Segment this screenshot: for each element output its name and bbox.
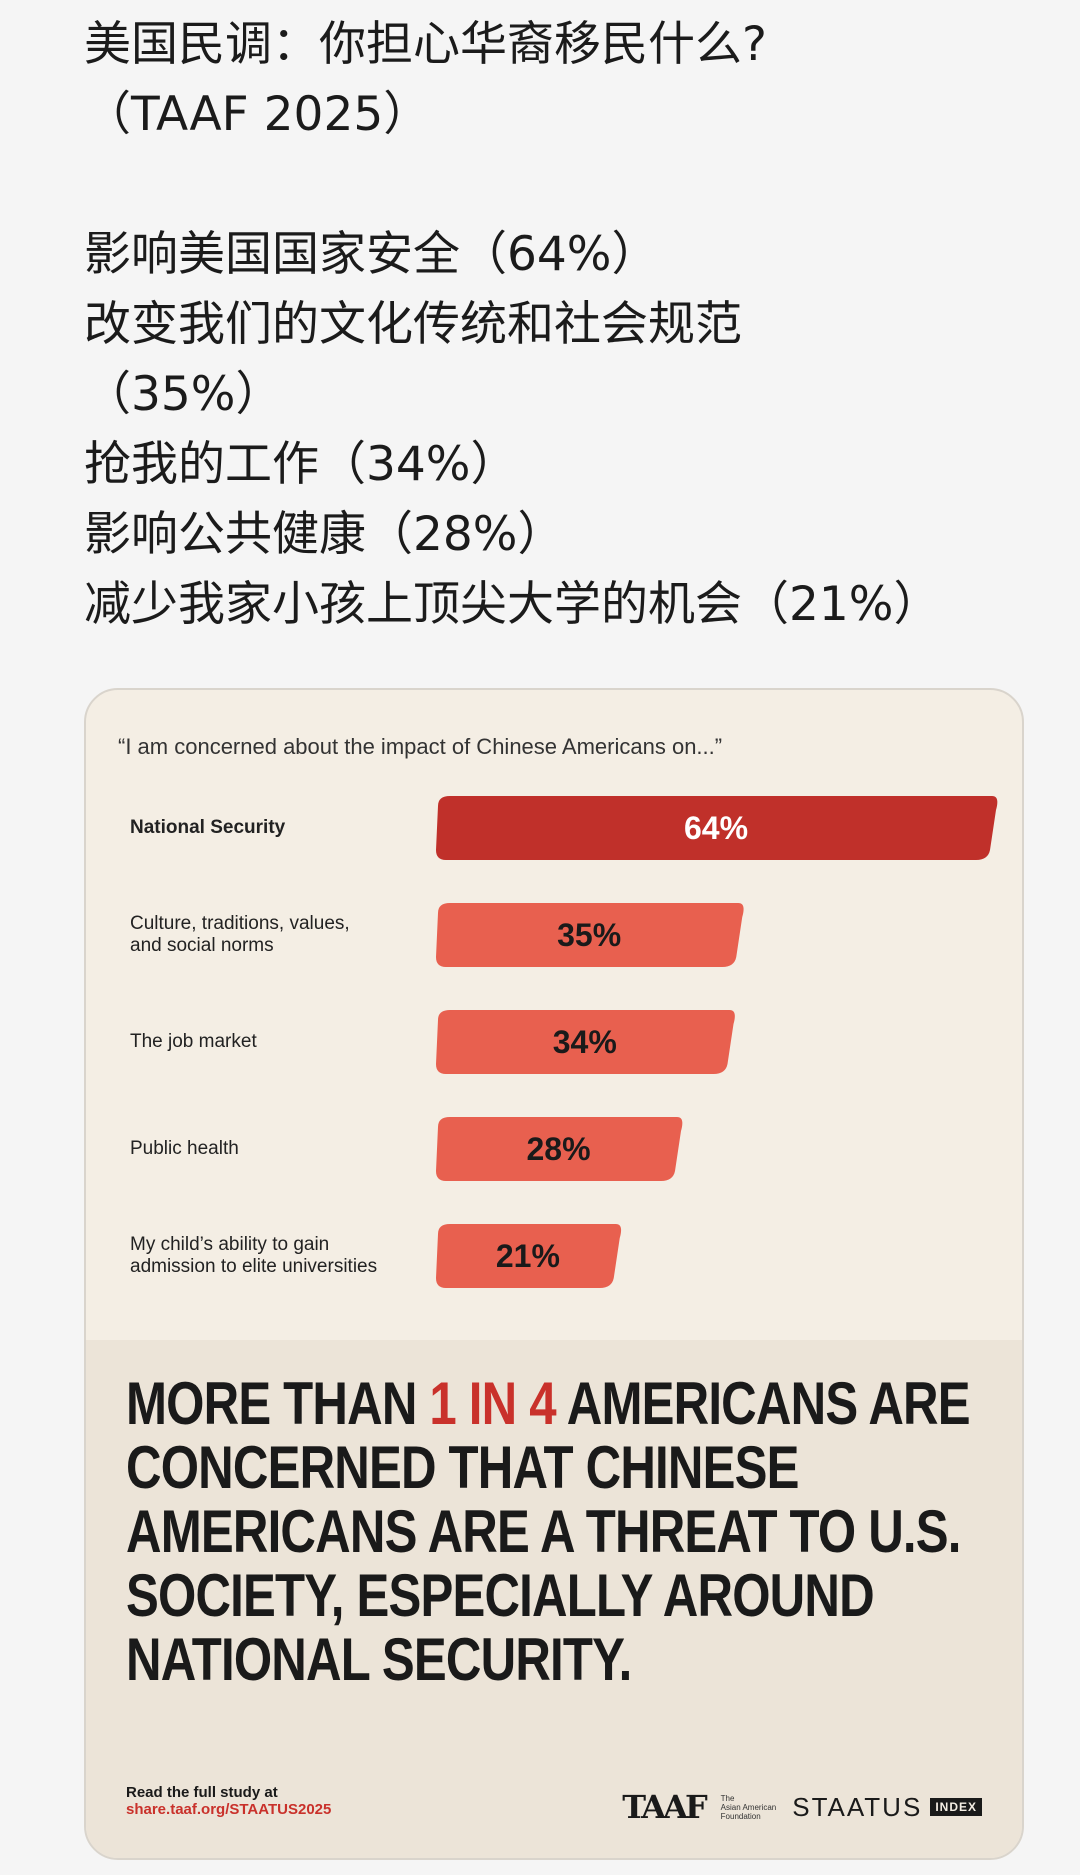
post-line: （TAAF 2025） [84,87,431,142]
post-line: 影响美国国家安全（64%） [84,227,659,282]
bar [436,1224,622,1288]
post-line: 抢我的工作（34%） [84,437,518,492]
post-line: 减少我家小孩上顶尖大学的机会（21%） [84,577,941,632]
bar-value-label: 34% [553,1024,617,1060]
bar-value-label: 35% [557,917,621,953]
category-label-line: The job market [130,1031,257,1052]
post-line: 影响公共健康（28%） [84,507,565,562]
bar-value-label: 28% [526,1131,590,1167]
bar-value-label: 21% [496,1238,560,1274]
bar-chart: 64% 35% 34% 28% 21% [436,796,998,1288]
bar [436,903,744,967]
taaf-name: The Asian American Foundation [720,1793,777,1821]
post-text: 美国民调：你担心华裔移民什么? （TAAF 2025） 影响美国国家安全（64%） 改… [84,10,1044,640]
category-label-line: National Security [130,817,286,838]
post-line [84,150,1044,220]
post-line: （35%） [84,367,283,422]
post-line: 改变我们的文化传统和社会规范 [84,297,742,352]
bar-value-label: 64% [684,810,748,846]
infographic-card: “I am concerned about the impact of Chin… [84,688,1024,1860]
staatus-logo: STAATUS [792,1791,923,1822]
category-label: National Security [130,817,430,839]
chart-title: “I am concerned about the impact of Chin… [118,734,723,759]
study-url[interactable]: share.taaf.org/STAATUS2025 [126,1801,332,1818]
post-line: 美国民调：你担心华裔移民什么? [84,17,767,72]
category-label: Public health [130,1138,430,1160]
category-label: The job market [130,1031,430,1053]
study-link[interactable]: Read the full study at share.taaf.org/ST… [126,1784,331,1818]
study-link-label: Read the full study at [126,1784,278,1801]
category-label: My child’s ability to gain admission to e… [130,1234,430,1278]
category-label-line: and social norms [130,935,274,956]
bar [436,1010,735,1074]
index-badge: INDEX [930,1798,982,1816]
bar [436,1117,683,1181]
category-label-line: admission to elite universities [130,1256,378,1277]
headline-highlight: 1 IN 4 [429,1370,556,1437]
summary-panel: MORE THAN 1 IN 4 AMERICANS ARE CONCERNED… [86,1340,1022,1858]
bar [436,796,998,860]
logos: TAAF The Asian American Foundation STAAT… [622,1788,982,1826]
category-label-line: My child’s ability to gain [130,1234,330,1255]
category-label-line: Public health [130,1138,239,1159]
taaf-logo: TAAF [622,1788,707,1826]
category-label-line: Culture, traditions, values, [130,913,350,934]
category-label: Culture, traditions, values, and social n… [130,913,430,957]
headline: MORE THAN 1 IN 4 AMERICANS ARE CONCERNED… [126,1370,971,1693]
